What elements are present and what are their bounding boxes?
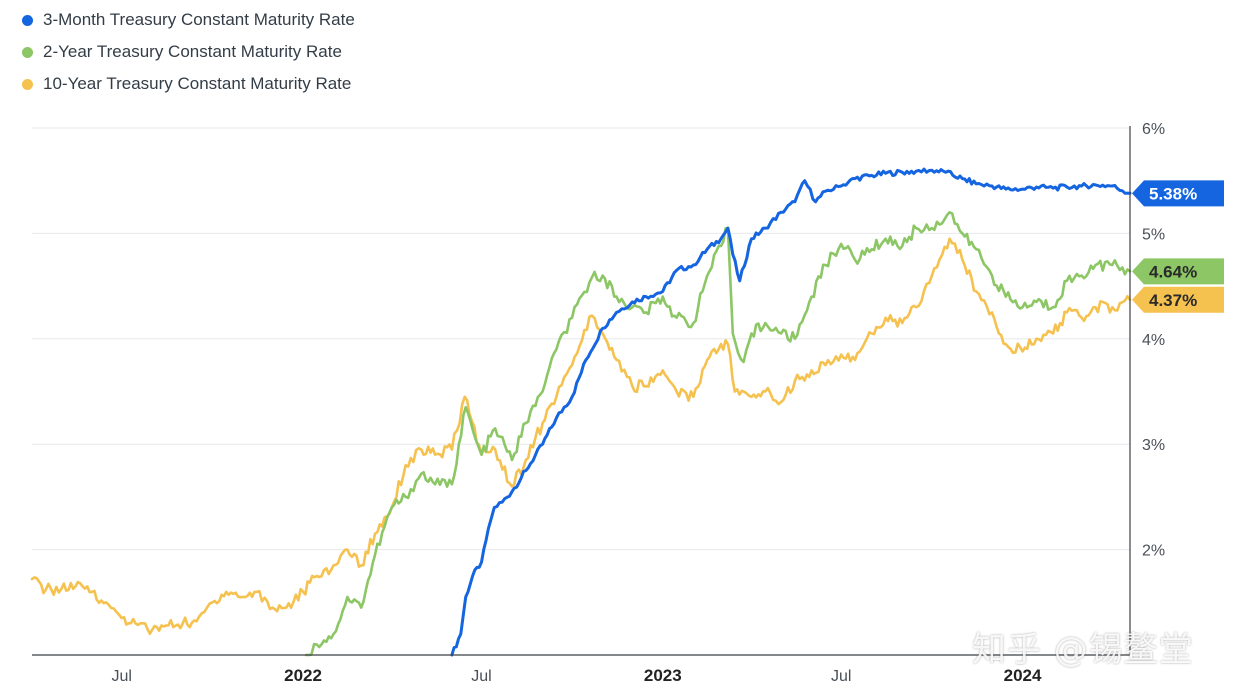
series-line xyxy=(450,167,1132,657)
legend-dot-2-year xyxy=(22,46,33,58)
x-tick-label: 2022 xyxy=(284,666,322,685)
legend-dot-3-month xyxy=(22,14,33,26)
x-tick-label: Jul xyxy=(111,668,131,685)
last-value-flag xyxy=(1132,180,1224,207)
last-value-flag xyxy=(1132,286,1224,313)
legend-dot-10-year xyxy=(22,78,33,90)
axes: 2% 3% 4% 5% 6% Jul 2022 Jul 2023 Jul 2024 xyxy=(32,121,1165,685)
y-tick-label: 3% xyxy=(1142,437,1165,454)
last-value-flags: 5.38% 4.64% 4.37% xyxy=(1132,180,1224,313)
last-value-label: 4.37% xyxy=(1149,291,1197,310)
watermark: 知乎 @锡鳌堂 xyxy=(972,630,1194,670)
legend-item-3-month[interactable]: 3-Month Treasury Constant Maturity Rate xyxy=(22,4,355,36)
x-tick-label: Jul xyxy=(471,668,491,685)
legend-item-10-year[interactable]: 10-Year Treasury Constant Maturity Rate xyxy=(22,68,355,100)
x-tick-label: 2024 xyxy=(1004,666,1042,685)
y-tick-label: 2% xyxy=(1142,543,1165,560)
legend-label-10-year: 10-Year Treasury Constant Maturity Rate xyxy=(43,74,352,93)
y-tick-label: 5% xyxy=(1142,226,1165,243)
y-tick-label: 4% xyxy=(1142,332,1165,349)
chart-legend: 3-Month Treasury Constant Maturity Rate … xyxy=(22,4,355,100)
y-tick-label: 6% xyxy=(1142,121,1165,138)
last-value-label: 5.38% xyxy=(1149,184,1197,203)
legend-item-2-year[interactable]: 2-Year Treasury Constant Maturity Rate xyxy=(22,36,355,68)
legend-label-2-year: 2-Year Treasury Constant Maturity Rate xyxy=(43,42,342,61)
last-value-label: 4.64% xyxy=(1149,262,1197,281)
x-tick-label: 2023 xyxy=(644,666,682,685)
series-line xyxy=(30,237,1132,636)
legend-label-3-month: 3-Month Treasury Constant Maturity Rate xyxy=(43,10,355,29)
series-line xyxy=(304,211,1132,657)
x-tick-label: Jul xyxy=(831,668,851,685)
grid-lines xyxy=(32,127,1130,551)
last-value-flag xyxy=(1132,258,1224,285)
series-lines xyxy=(30,167,1132,657)
